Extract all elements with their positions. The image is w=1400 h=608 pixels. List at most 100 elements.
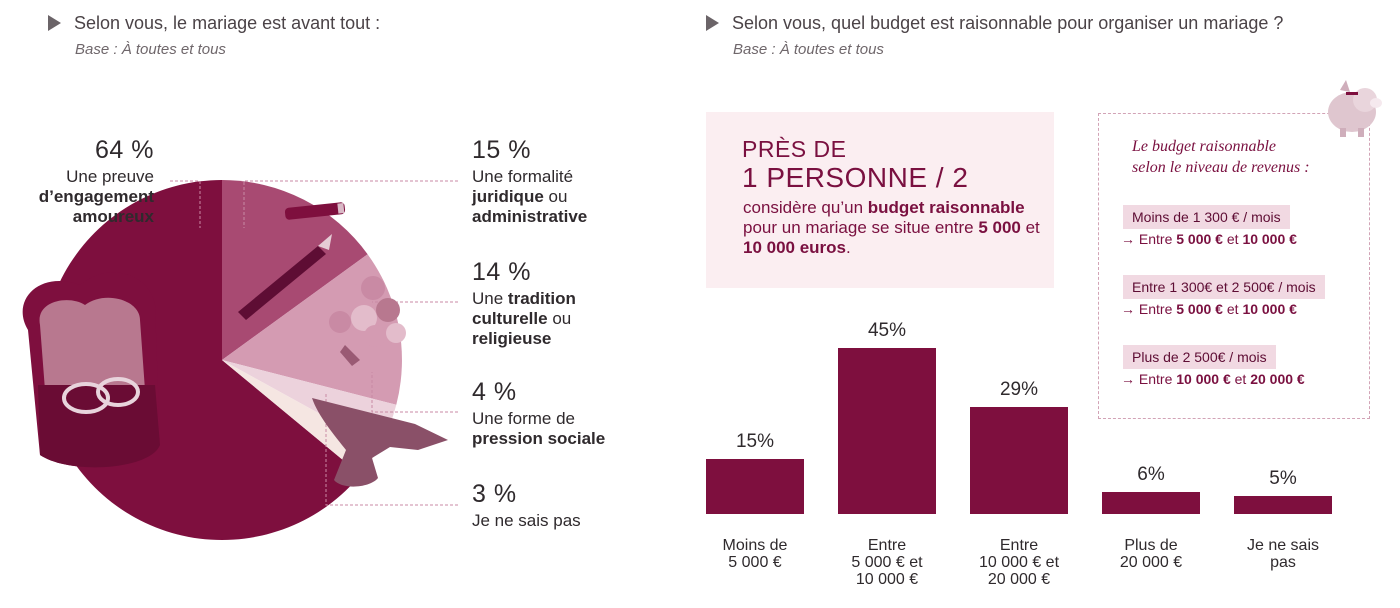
callout-text: budget raisonnable (867, 198, 1025, 217)
pie-label-line: Une formalité (472, 167, 587, 187)
callout-text: . (846, 238, 851, 257)
income-bracket-text: / mois (1278, 279, 1316, 295)
leader-line (243, 180, 458, 228)
anvil-illustration (312, 398, 448, 487)
bar-category-line: 10 000 € et (978, 554, 1060, 571)
income-box-title: Le budget raisonnable selon le niveau de… (1132, 136, 1310, 178)
pie-label-text: tradition (507, 289, 576, 308)
income-box (1098, 113, 1370, 419)
bar-category-label: Entre 5 000 € et 10 000 € (817, 537, 957, 588)
income-budget-range: → Entre 5 000 € et 10 000 € (1121, 301, 1297, 317)
pie-label-text: ou (543, 187, 568, 206)
bar (706, 458, 804, 514)
pie-label: 3 % Je ne sais pas (472, 480, 581, 531)
bar-category-line: pas (1270, 554, 1296, 571)
income-bracket-text: Moins de 1 300 € (1132, 209, 1244, 225)
income-bracket-tag: Entre 1 300€ et 2 500€ / mois (1123, 275, 1325, 299)
callout-box (706, 112, 1054, 288)
right-question-title: Selon vous, quel budget est raisonnable … (732, 13, 1284, 33)
bar-category-line: Entre (999, 537, 1039, 554)
pie-label-line: religieuse (472, 329, 576, 349)
right-question-header: Selon vous, quel budget est raisonnable … (706, 12, 1283, 34)
income-range-text: → Entre (1121, 371, 1177, 387)
pie-label-line: administrative (472, 207, 587, 227)
pie-label-text: juridique (472, 187, 544, 206)
income-range-text: 10 000 € (1242, 301, 1297, 317)
bar-category-line: 10 000 € (855, 571, 919, 588)
income-range-text: → Entre (1121, 231, 1177, 247)
callout-pres: PRÈS DE (742, 136, 847, 162)
pie-label-text: Une forme de (472, 409, 575, 428)
pie-label-pct: 14 % (472, 258, 531, 286)
bar (1102, 491, 1200, 514)
callout-headline: 1 PERSONNE / 2 (742, 162, 969, 193)
bar-value-label: 6% (1137, 463, 1165, 485)
bar (1234, 495, 1332, 514)
income-range-text: 5 000 € (1176, 301, 1223, 317)
pie-label-text: pression sociale (472, 429, 606, 448)
income-bracket-tag: Moins de 1 300 € / mois (1123, 205, 1290, 229)
callout-text: 5 000 (978, 218, 1021, 237)
pie-label-text: religieuse (472, 329, 552, 348)
pie-label-line: d’engagement (30, 187, 154, 207)
pie-label-line: Une tradition (472, 289, 576, 309)
bar-value-label: 5% (1269, 467, 1297, 489)
pie-label-line: Une preuve (30, 167, 154, 187)
pie-label-line: juridique ou (472, 187, 587, 207)
pie-label: 14 % Une tradition culturelle ou religieuse (472, 258, 576, 349)
bar-category-label: Moins de 5 000 € (685, 537, 825, 571)
pie-label: 15 % Une formalité juridique ou administrat… (472, 136, 587, 227)
pie-label-line: Je ne sais pas (472, 511, 581, 531)
income-budget-range: → Entre 5 000 € et 10 000 € (1121, 231, 1297, 247)
pie-label-text: Une (472, 289, 508, 308)
bar-category-line: Je ne sais (1246, 537, 1320, 554)
bar (838, 348, 936, 514)
callout-text: considère qu’un (743, 198, 868, 217)
left-question-title: Selon vous, le mariage est avant tout : (74, 13, 381, 33)
pie-label: 4 % Une forme de pression sociale (472, 378, 605, 449)
bar-category-label: Plus de 20 000 € (1081, 537, 1221, 571)
pie-label-text: Une formalité (472, 167, 574, 186)
bar-value-label: 15% (735, 430, 775, 452)
right-question-base: Base : À toutes et tous (733, 41, 884, 58)
income-box-title-line: Le budget raisonnable (1132, 138, 1276, 155)
play-arrow-icon (48, 15, 61, 31)
income-bracket-text: Entre 1 300€ et 2 500€ (1132, 279, 1279, 295)
bar-category-label: Je ne sais pas (1213, 537, 1353, 571)
pie-label-pct: 3 % (472, 480, 517, 508)
left-question-header: Selon vous, le mariage est avant tout : (48, 12, 380, 34)
pie-label: 64 % Une preuve d’engagement amoureux (30, 136, 154, 227)
pie-label-text: amoureux (72, 207, 154, 226)
income-range-text: et (1222, 301, 1243, 317)
income-range-text: → Entre (1121, 301, 1177, 317)
pie-label-line: Une forme de (472, 409, 605, 429)
bar (970, 407, 1068, 514)
pie-label-text: d’engagement (38, 187, 154, 206)
pie-label-line: amoureux (30, 207, 154, 227)
pie-label-pct: 4 % (472, 378, 517, 406)
income-bracket-text: Plus de 2 500€ (1132, 349, 1230, 365)
pie-label-text: culturelle (472, 309, 548, 328)
pie-slice (222, 360, 380, 475)
income-range-text: 20 000 € (1250, 371, 1305, 387)
bouquet-illustration (329, 276, 406, 366)
pen-illustration (238, 202, 346, 320)
play-arrow-icon (706, 15, 719, 31)
income-bracket-text: / mois (1243, 209, 1281, 225)
callout-body: considère qu’un budget raisonnable pour … (743, 198, 1043, 258)
bar-category-line: 5 000 € (728, 554, 782, 571)
bar-value-label: 29% (999, 379, 1039, 401)
income-box-title-line: selon le niveau de revenus : (1132, 159, 1310, 176)
callout-text: 10 000 euros (743, 238, 847, 257)
pie-label-text: ou (547, 309, 572, 328)
ring-box-illustration (22, 272, 160, 468)
income-range-text: 10 000 € (1242, 231, 1297, 247)
income-range-text: et (1222, 231, 1243, 247)
bar-category-line: 20 000 € (1119, 554, 1183, 571)
leader-line (371, 372, 458, 413)
bar-value-label: 45% (867, 320, 907, 341)
pie-label-text: Une preuve (66, 167, 154, 186)
bar-category-label: Entre 10 000 € et 20 000 € (949, 537, 1089, 588)
left-question-base: Base : À toutes et tous (75, 41, 226, 58)
income-range-text: 10 000 € (1176, 371, 1231, 387)
